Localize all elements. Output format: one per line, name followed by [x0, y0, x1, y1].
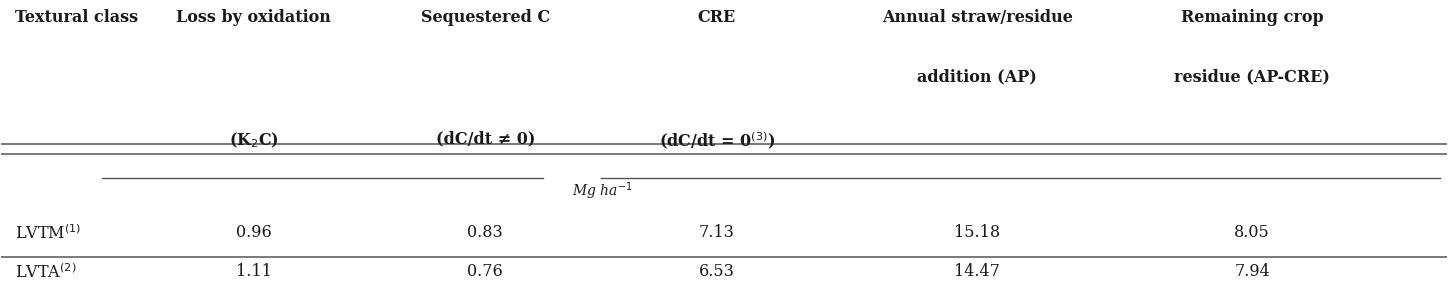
Text: 7.13: 7.13	[699, 224, 734, 241]
Text: LVTM$^{(1)}$: LVTM$^{(1)}$	[14, 224, 81, 243]
Text: (dC/dt ≠ 0): (dC/dt ≠ 0)	[436, 131, 534, 147]
Text: 6.53: 6.53	[699, 263, 734, 280]
Text: Remaining crop: Remaining crop	[1180, 9, 1323, 26]
Text: 7.94: 7.94	[1234, 263, 1270, 280]
Text: (dC/dt = 0$^{(3)}$): (dC/dt = 0$^{(3)}$)	[659, 131, 775, 151]
Text: 15.18: 15.18	[954, 224, 1001, 241]
Text: 8.05: 8.05	[1234, 224, 1270, 241]
Text: 14.47: 14.47	[954, 263, 1001, 280]
Text: 1.11: 1.11	[236, 263, 272, 280]
Text: 0.96: 0.96	[236, 224, 272, 241]
Text: Sequestered C: Sequestered C	[421, 9, 550, 26]
Text: Loss by oxidation: Loss by oxidation	[177, 9, 332, 26]
Text: 0.83: 0.83	[468, 224, 504, 241]
Text: LVTA$^{(2)}$: LVTA$^{(2)}$	[14, 263, 77, 282]
Text: Textural class: Textural class	[14, 9, 139, 26]
Text: CRE: CRE	[698, 9, 736, 26]
Text: (K$_2$C): (K$_2$C)	[229, 131, 279, 150]
Text: addition (AP): addition (AP)	[917, 68, 1037, 85]
Text: Annual straw/residue: Annual straw/residue	[882, 9, 1073, 26]
Text: Mg ha$^{-1}$: Mg ha$^{-1}$	[572, 181, 633, 202]
Text: 0.76: 0.76	[468, 263, 504, 280]
Text: residue (AP-CRE): residue (AP-CRE)	[1174, 68, 1329, 85]
